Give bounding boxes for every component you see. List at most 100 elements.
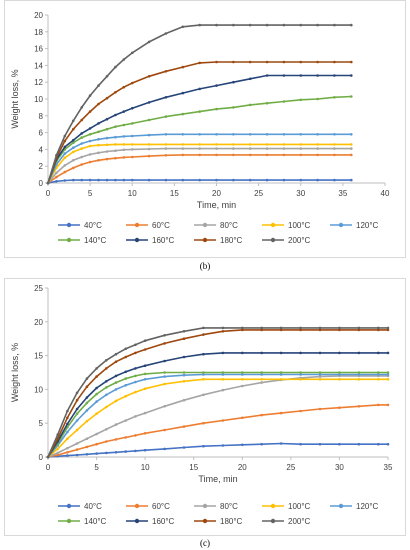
data-point-60c	[279, 411, 283, 415]
data-point-180c	[163, 342, 166, 345]
data-point-60c	[114, 156, 117, 160]
y-tick-label: 25	[34, 284, 43, 293]
data-point-200c	[63, 134, 67, 138]
data-point-200c	[198, 23, 201, 27]
data-point-80c	[105, 428, 108, 431]
data-point-120c	[105, 136, 109, 140]
data-point-180c	[85, 385, 89, 388]
data-point-120c	[221, 373, 225, 376]
series-line-40c	[47, 179, 352, 184]
data-point-140c	[122, 123, 126, 127]
legend-label-80c: 80°C	[220, 221, 238, 230]
series-line-120c	[47, 373, 388, 458]
legend-label-60c: 60°C	[152, 221, 170, 230]
data-point-80c	[114, 149, 117, 152]
data-point-160c	[147, 101, 151, 104]
data-point-120c	[338, 373, 341, 376]
data-point-40c	[114, 451, 118, 454]
data-point-140c	[357, 371, 361, 374]
legend-label-140c: 140°C	[84, 236, 107, 245]
series-line-180c	[47, 61, 352, 184]
data-point-80c	[248, 147, 252, 150]
data-point-200c	[147, 40, 151, 44]
data-point-140c	[333, 96, 336, 99]
data-point-160c	[80, 132, 83, 135]
data-point-40c	[279, 442, 283, 445]
data-point-120c	[282, 133, 286, 136]
data-point-60c	[318, 407, 322, 411]
data-point-140c	[131, 122, 134, 125]
legend-label-100c: 100°C	[288, 221, 311, 230]
data-point-180c	[97, 102, 100, 106]
series-line-160c	[47, 74, 352, 184]
data-point-120c	[163, 375, 166, 378]
data-point-60c	[85, 445, 89, 449]
data-point-40c	[131, 178, 134, 182]
data-point-100c	[182, 380, 186, 383]
data-point-140c	[260, 371, 264, 374]
data-point-100c	[386, 378, 390, 381]
data-point-100c	[202, 378, 205, 381]
data-point-140c	[299, 371, 302, 374]
data-point-100c	[338, 378, 341, 381]
data-point-120c	[377, 373, 380, 376]
data-point-80c	[260, 381, 264, 384]
data-point-160c	[164, 96, 168, 99]
data-point-80c	[66, 446, 69, 450]
legend-marker-120c	[338, 503, 344, 509]
data-point-40c	[221, 444, 225, 447]
y-axis-title: Weight loss, %	[10, 343, 20, 402]
caption-b: (b)	[199, 261, 211, 271]
data-point-40c	[318, 442, 322, 446]
legend-marker-80c	[202, 222, 208, 228]
x-axis-title: Time, min	[197, 200, 236, 210]
data-point-40c	[97, 178, 100, 182]
data-point-120c	[85, 409, 89, 412]
y-tick-label: 20	[34, 11, 43, 20]
data-point-80c	[350, 147, 353, 150]
data-point-140c	[80, 136, 83, 139]
data-point-100c	[181, 143, 185, 146]
data-point-40c	[282, 178, 286, 182]
data-point-60c	[357, 405, 361, 408]
data-point-120c	[232, 133, 235, 136]
legend-label-120c: 120°C	[356, 221, 379, 230]
data-point-120c	[63, 152, 67, 155]
data-point-180c	[198, 61, 201, 65]
data-point-100c	[164, 143, 168, 146]
data-point-100c	[72, 150, 75, 154]
data-point-100c	[299, 378, 302, 381]
x-tick-label: 25	[286, 463, 295, 472]
data-point-140c	[265, 101, 269, 105]
x-tick-label: 5	[94, 463, 99, 472]
legend-marker-60c	[134, 222, 140, 228]
data-point-100c	[124, 394, 127, 398]
y-tick-label: 12	[34, 78, 43, 87]
data-point-140c	[85, 401, 89, 405]
data-point-180c	[72, 127, 75, 131]
data-point-120c	[72, 146, 75, 149]
data-point-200c	[299, 23, 303, 27]
data-point-60c	[164, 154, 168, 157]
data-point-180c	[105, 96, 109, 100]
legend-label-40c: 40°C	[84, 502, 102, 511]
y-tick-label: 5	[39, 419, 44, 428]
data-point-180c	[279, 328, 283, 332]
data-point-180c	[63, 139, 67, 143]
data-point-180c	[318, 328, 322, 332]
data-point-100c	[333, 143, 336, 146]
y-axis-title: Weight loss, %	[10, 69, 20, 128]
data-point-80c	[105, 150, 109, 153]
legend-label-180c: 180°C	[220, 236, 243, 245]
data-point-100c	[241, 378, 244, 381]
chart-panel-c: 0 5 10 15 20 25 0 5 10 15 20 25 30 35 Time, min Weight …	[0, 278, 410, 536]
data-point-100c	[265, 143, 269, 146]
data-point-40c	[55, 180, 58, 183]
data-point-200c	[72, 119, 75, 123]
data-point-40c	[105, 178, 109, 182]
data-point-180c	[105, 367, 108, 370]
data-point-80c	[143, 411, 147, 415]
data-point-140c	[386, 371, 390, 374]
series-line-200c	[47, 24, 352, 184]
data-point-60c	[333, 153, 336, 157]
